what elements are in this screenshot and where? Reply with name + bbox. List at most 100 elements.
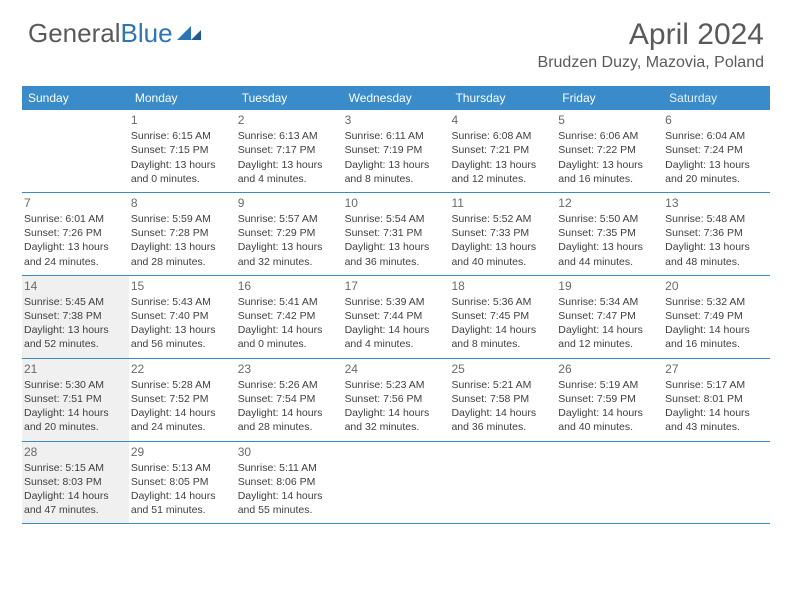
logo-text-general: General — [28, 18, 121, 49]
day-sunrise: Sunrise: 6:01 AM — [24, 212, 125, 226]
day-number: 1 — [131, 112, 232, 128]
day-sunset: Sunset: 7:21 PM — [451, 143, 552, 157]
day-sunrise: Sunrise: 5:26 AM — [238, 378, 339, 392]
day-sunrise: Sunrise: 5:41 AM — [238, 295, 339, 309]
day-daylight2: and 28 minutes. — [131, 255, 232, 269]
day-daylight1: Daylight: 13 hours — [345, 240, 446, 254]
day-sunset: Sunset: 7:44 PM — [345, 309, 446, 323]
day-sunset: Sunset: 7:47 PM — [558, 309, 659, 323]
day-daylight2: and 8 minutes. — [345, 172, 446, 186]
day-daylight1: Daylight: 13 hours — [131, 323, 232, 337]
day-number: 18 — [451, 278, 552, 294]
day-sunset: Sunset: 7:26 PM — [24, 226, 125, 240]
day-number: 11 — [451, 195, 552, 211]
day-sunset: Sunset: 7:36 PM — [665, 226, 766, 240]
day-daylight1: Daylight: 14 hours — [451, 323, 552, 337]
day-daylight1: Daylight: 13 hours — [24, 323, 125, 337]
calendar-day: 26Sunrise: 5:19 AMSunset: 7:59 PMDayligh… — [556, 359, 663, 441]
day-daylight2: and 28 minutes. — [238, 420, 339, 434]
calendar-day: 18Sunrise: 5:36 AMSunset: 7:45 PMDayligh… — [449, 276, 556, 358]
day-daylight2: and 36 minutes. — [451, 420, 552, 434]
day-daylight1: Daylight: 14 hours — [238, 406, 339, 420]
calendar-day: 12Sunrise: 5:50 AMSunset: 7:35 PMDayligh… — [556, 193, 663, 275]
day-sunrise: Sunrise: 6:11 AM — [345, 129, 446, 143]
weekday-header: Sunday Monday Tuesday Wednesday Thursday… — [22, 86, 770, 110]
day-daylight2: and 24 minutes. — [24, 255, 125, 269]
day-number: 3 — [345, 112, 446, 128]
day-daylight2: and 12 minutes. — [558, 337, 659, 351]
day-sunrise: Sunrise: 6:15 AM — [131, 129, 232, 143]
day-daylight1: Daylight: 13 hours — [451, 240, 552, 254]
day-sunrise: Sunrise: 5:13 AM — [131, 461, 232, 475]
calendar-day: 5Sunrise: 6:06 AMSunset: 7:22 PMDaylight… — [556, 110, 663, 192]
day-number: 20 — [665, 278, 766, 294]
day-number: 8 — [131, 195, 232, 211]
day-sunset: Sunset: 8:06 PM — [238, 475, 339, 489]
day-sunset: Sunset: 7:38 PM — [24, 309, 125, 323]
calendar-day: 14Sunrise: 5:45 AMSunset: 7:38 PMDayligh… — [22, 276, 129, 358]
location-label: Brudzen Duzy, Mazovia, Poland — [538, 54, 764, 72]
calendar-day: 10Sunrise: 5:54 AMSunset: 7:31 PMDayligh… — [343, 193, 450, 275]
day-sunrise: Sunrise: 5:28 AM — [131, 378, 232, 392]
calendar-day: 9Sunrise: 5:57 AMSunset: 7:29 PMDaylight… — [236, 193, 343, 275]
calendar-day: 19Sunrise: 5:34 AMSunset: 7:47 PMDayligh… — [556, 276, 663, 358]
day-sunset: Sunset: 7:15 PM — [131, 143, 232, 157]
day-daylight2: and 40 minutes. — [451, 255, 552, 269]
day-number: 29 — [131, 444, 232, 460]
day-sunrise: Sunrise: 6:08 AM — [451, 129, 552, 143]
day-number: 13 — [665, 195, 766, 211]
weekday-sunday: Sunday — [22, 86, 129, 110]
calendar-day — [663, 442, 770, 524]
day-sunrise: Sunrise: 5:57 AM — [238, 212, 339, 226]
day-sunrise: Sunrise: 6:13 AM — [238, 129, 339, 143]
weekday-tuesday: Tuesday — [236, 86, 343, 110]
day-number: 25 — [451, 361, 552, 377]
day-daylight2: and 43 minutes. — [665, 420, 766, 434]
weekday-wednesday: Wednesday — [343, 86, 450, 110]
weekday-friday: Friday — [556, 86, 663, 110]
day-sunrise: Sunrise: 5:19 AM — [558, 378, 659, 392]
day-number: 19 — [558, 278, 659, 294]
calendar-day: 7Sunrise: 6:01 AMSunset: 7:26 PMDaylight… — [22, 193, 129, 275]
day-daylight1: Daylight: 14 hours — [665, 406, 766, 420]
day-sunrise: Sunrise: 5:15 AM — [24, 461, 125, 475]
day-sunset: Sunset: 7:31 PM — [345, 226, 446, 240]
weeks-container: 1Sunrise: 6:15 AMSunset: 7:15 PM Daylight… — [22, 110, 770, 524]
day-daylight1: Daylight: 14 hours — [238, 323, 339, 337]
day-sunset: Sunset: 7:54 PM — [238, 392, 339, 406]
calendar-day: 28Sunrise: 5:15 AMSunset: 8:03 PMDayligh… — [22, 442, 129, 524]
header: GeneralBlue April 2024 Brudzen Duzy, Maz… — [0, 0, 792, 80]
calendar-day: 22Sunrise: 5:28 AMSunset: 7:52 PMDayligh… — [129, 359, 236, 441]
day-daylight2: and 52 minutes. — [24, 337, 125, 351]
weekday-thursday: Thursday — [449, 86, 556, 110]
week-row: 28Sunrise: 5:15 AMSunset: 8:03 PMDayligh… — [22, 442, 770, 525]
calendar-day: 27Sunrise: 5:17 AMSunset: 8:01 PMDayligh… — [663, 359, 770, 441]
day-daylight1: Daylight: 13 hours — [24, 240, 125, 254]
day-daylight1: Daylight: 14 hours — [558, 406, 659, 420]
day-sunrise: Sunrise: 5:32 AM — [665, 295, 766, 309]
day-daylight2: and 24 minutes. — [131, 420, 232, 434]
day-number: 6 — [665, 112, 766, 128]
day-sunrise: Sunrise: 5:50 AM — [558, 212, 659, 226]
day-daylight2: and 20 minutes. — [665, 172, 766, 186]
day-daylight2: and 47 minutes. — [24, 503, 125, 517]
week-row: 21Sunrise: 5:30 AMSunset: 7:51 PMDayligh… — [22, 359, 770, 442]
calendar-day: 1Sunrise: 6:15 AMSunset: 7:15 PMDaylight… — [129, 110, 236, 192]
day-number: 15 — [131, 278, 232, 294]
day-sunrise: Sunrise: 6:04 AM — [665, 129, 766, 143]
week-row: 1Sunrise: 6:15 AMSunset: 7:15 PMDaylight… — [22, 110, 770, 193]
day-daylight2: and 4 minutes. — [345, 337, 446, 351]
day-number: 23 — [238, 361, 339, 377]
day-daylight2: and 40 minutes. — [558, 420, 659, 434]
day-sunset: Sunset: 7:17 PM — [238, 143, 339, 157]
day-sunrise: Sunrise: 5:23 AM — [345, 378, 446, 392]
week-row: 7Sunrise: 6:01 AMSunset: 7:26 PMDaylight… — [22, 193, 770, 276]
calendar-day: 6Sunrise: 6:04 AMSunset: 7:24 PMDaylight… — [663, 110, 770, 192]
day-sunrise: Sunrise: 5:52 AM — [451, 212, 552, 226]
calendar-day: 23Sunrise: 5:26 AMSunset: 7:54 PMDayligh… — [236, 359, 343, 441]
day-sunset: Sunset: 7:45 PM — [451, 309, 552, 323]
day-number: 9 — [238, 195, 339, 211]
calendar-day — [556, 442, 663, 524]
calendar: Sunday Monday Tuesday Wednesday Thursday… — [22, 86, 770, 524]
calendar-day — [22, 110, 129, 192]
